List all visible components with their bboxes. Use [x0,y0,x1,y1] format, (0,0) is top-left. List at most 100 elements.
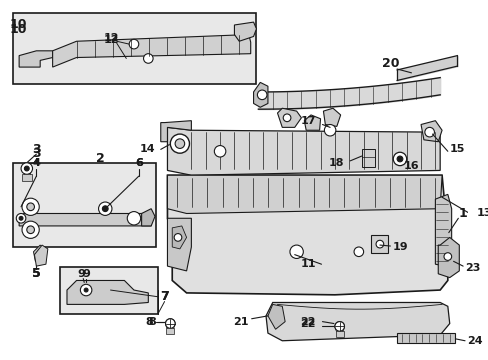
Text: 17: 17 [300,116,315,126]
Circle shape [334,321,344,331]
Bar [335,331,343,337]
Circle shape [166,323,174,330]
Circle shape [22,164,32,173]
Circle shape [324,125,335,136]
Circle shape [127,212,141,225]
Circle shape [84,288,88,292]
Text: 22: 22 [300,316,315,327]
Polygon shape [265,302,449,341]
Polygon shape [172,226,186,249]
Polygon shape [53,35,250,67]
Text: 24: 24 [466,336,482,346]
Text: 12: 12 [103,33,119,44]
Text: 20: 20 [381,57,398,70]
Circle shape [99,202,112,215]
Bar [13,163,156,247]
Circle shape [143,54,153,63]
Polygon shape [234,22,256,41]
Circle shape [289,245,303,258]
Bar [22,174,32,181]
Circle shape [25,167,29,170]
Circle shape [175,139,184,148]
Circle shape [165,319,175,328]
Circle shape [24,166,29,171]
Circle shape [443,253,451,260]
Text: 7: 7 [160,290,169,303]
Circle shape [396,156,402,162]
Polygon shape [167,218,191,271]
Circle shape [129,39,139,49]
Circle shape [335,325,343,333]
Text: 2: 2 [96,152,104,166]
Text: 15: 15 [449,144,464,154]
Circle shape [283,114,290,122]
Text: 11: 11 [300,259,315,269]
Circle shape [257,90,266,100]
Bar [13,13,256,84]
Text: 12: 12 [103,35,119,45]
Text: 18: 18 [328,158,344,168]
Text: 19: 19 [391,242,407,252]
Polygon shape [437,237,458,278]
Text: 3: 3 [32,147,41,160]
Text: 4: 4 [32,158,40,168]
Circle shape [165,319,175,328]
Polygon shape [267,305,285,329]
Text: 5: 5 [32,267,41,280]
Text: 9: 9 [82,269,90,279]
Circle shape [27,203,34,211]
Polygon shape [34,245,48,266]
Bar [396,333,453,343]
Polygon shape [167,175,447,295]
Polygon shape [167,175,441,213]
Circle shape [170,134,189,153]
Circle shape [214,145,225,157]
Circle shape [392,152,406,166]
Circle shape [22,198,39,215]
Text: 1: 1 [457,207,466,220]
Circle shape [22,221,39,238]
Text: 16: 16 [403,161,418,171]
Bar [370,235,387,253]
Text: 23: 23 [464,263,479,273]
Polygon shape [434,194,451,266]
Text: 5: 5 [32,267,41,280]
Text: 9: 9 [77,269,85,279]
Text: 14: 14 [139,144,155,154]
Circle shape [424,127,433,137]
Circle shape [21,163,33,174]
Bar [60,267,158,314]
Polygon shape [161,121,191,142]
Text: 10: 10 [10,18,27,31]
Text: 6: 6 [135,158,142,168]
Bar [166,328,174,334]
Polygon shape [277,108,301,127]
Text: 10: 10 [10,23,27,36]
Circle shape [19,216,23,220]
Text: 13: 13 [475,208,488,219]
Circle shape [375,240,383,248]
Polygon shape [323,108,340,126]
Circle shape [102,206,108,212]
Text: 3: 3 [32,143,41,156]
Circle shape [16,213,26,223]
Polygon shape [19,51,53,67]
Circle shape [334,321,344,331]
Text: 8: 8 [148,316,156,327]
Polygon shape [420,121,441,142]
Polygon shape [67,280,148,305]
Text: 4: 4 [32,158,40,168]
Circle shape [27,226,34,234]
Polygon shape [19,213,151,226]
Polygon shape [167,127,439,175]
Polygon shape [24,172,30,178]
Circle shape [353,247,363,257]
Text: 8: 8 [145,316,153,327]
Text: 6: 6 [135,158,142,168]
Polygon shape [142,209,155,226]
Text: 21: 21 [233,316,248,327]
Circle shape [80,284,92,296]
Text: 7: 7 [160,290,169,303]
Bar [361,149,374,167]
Polygon shape [253,82,267,107]
